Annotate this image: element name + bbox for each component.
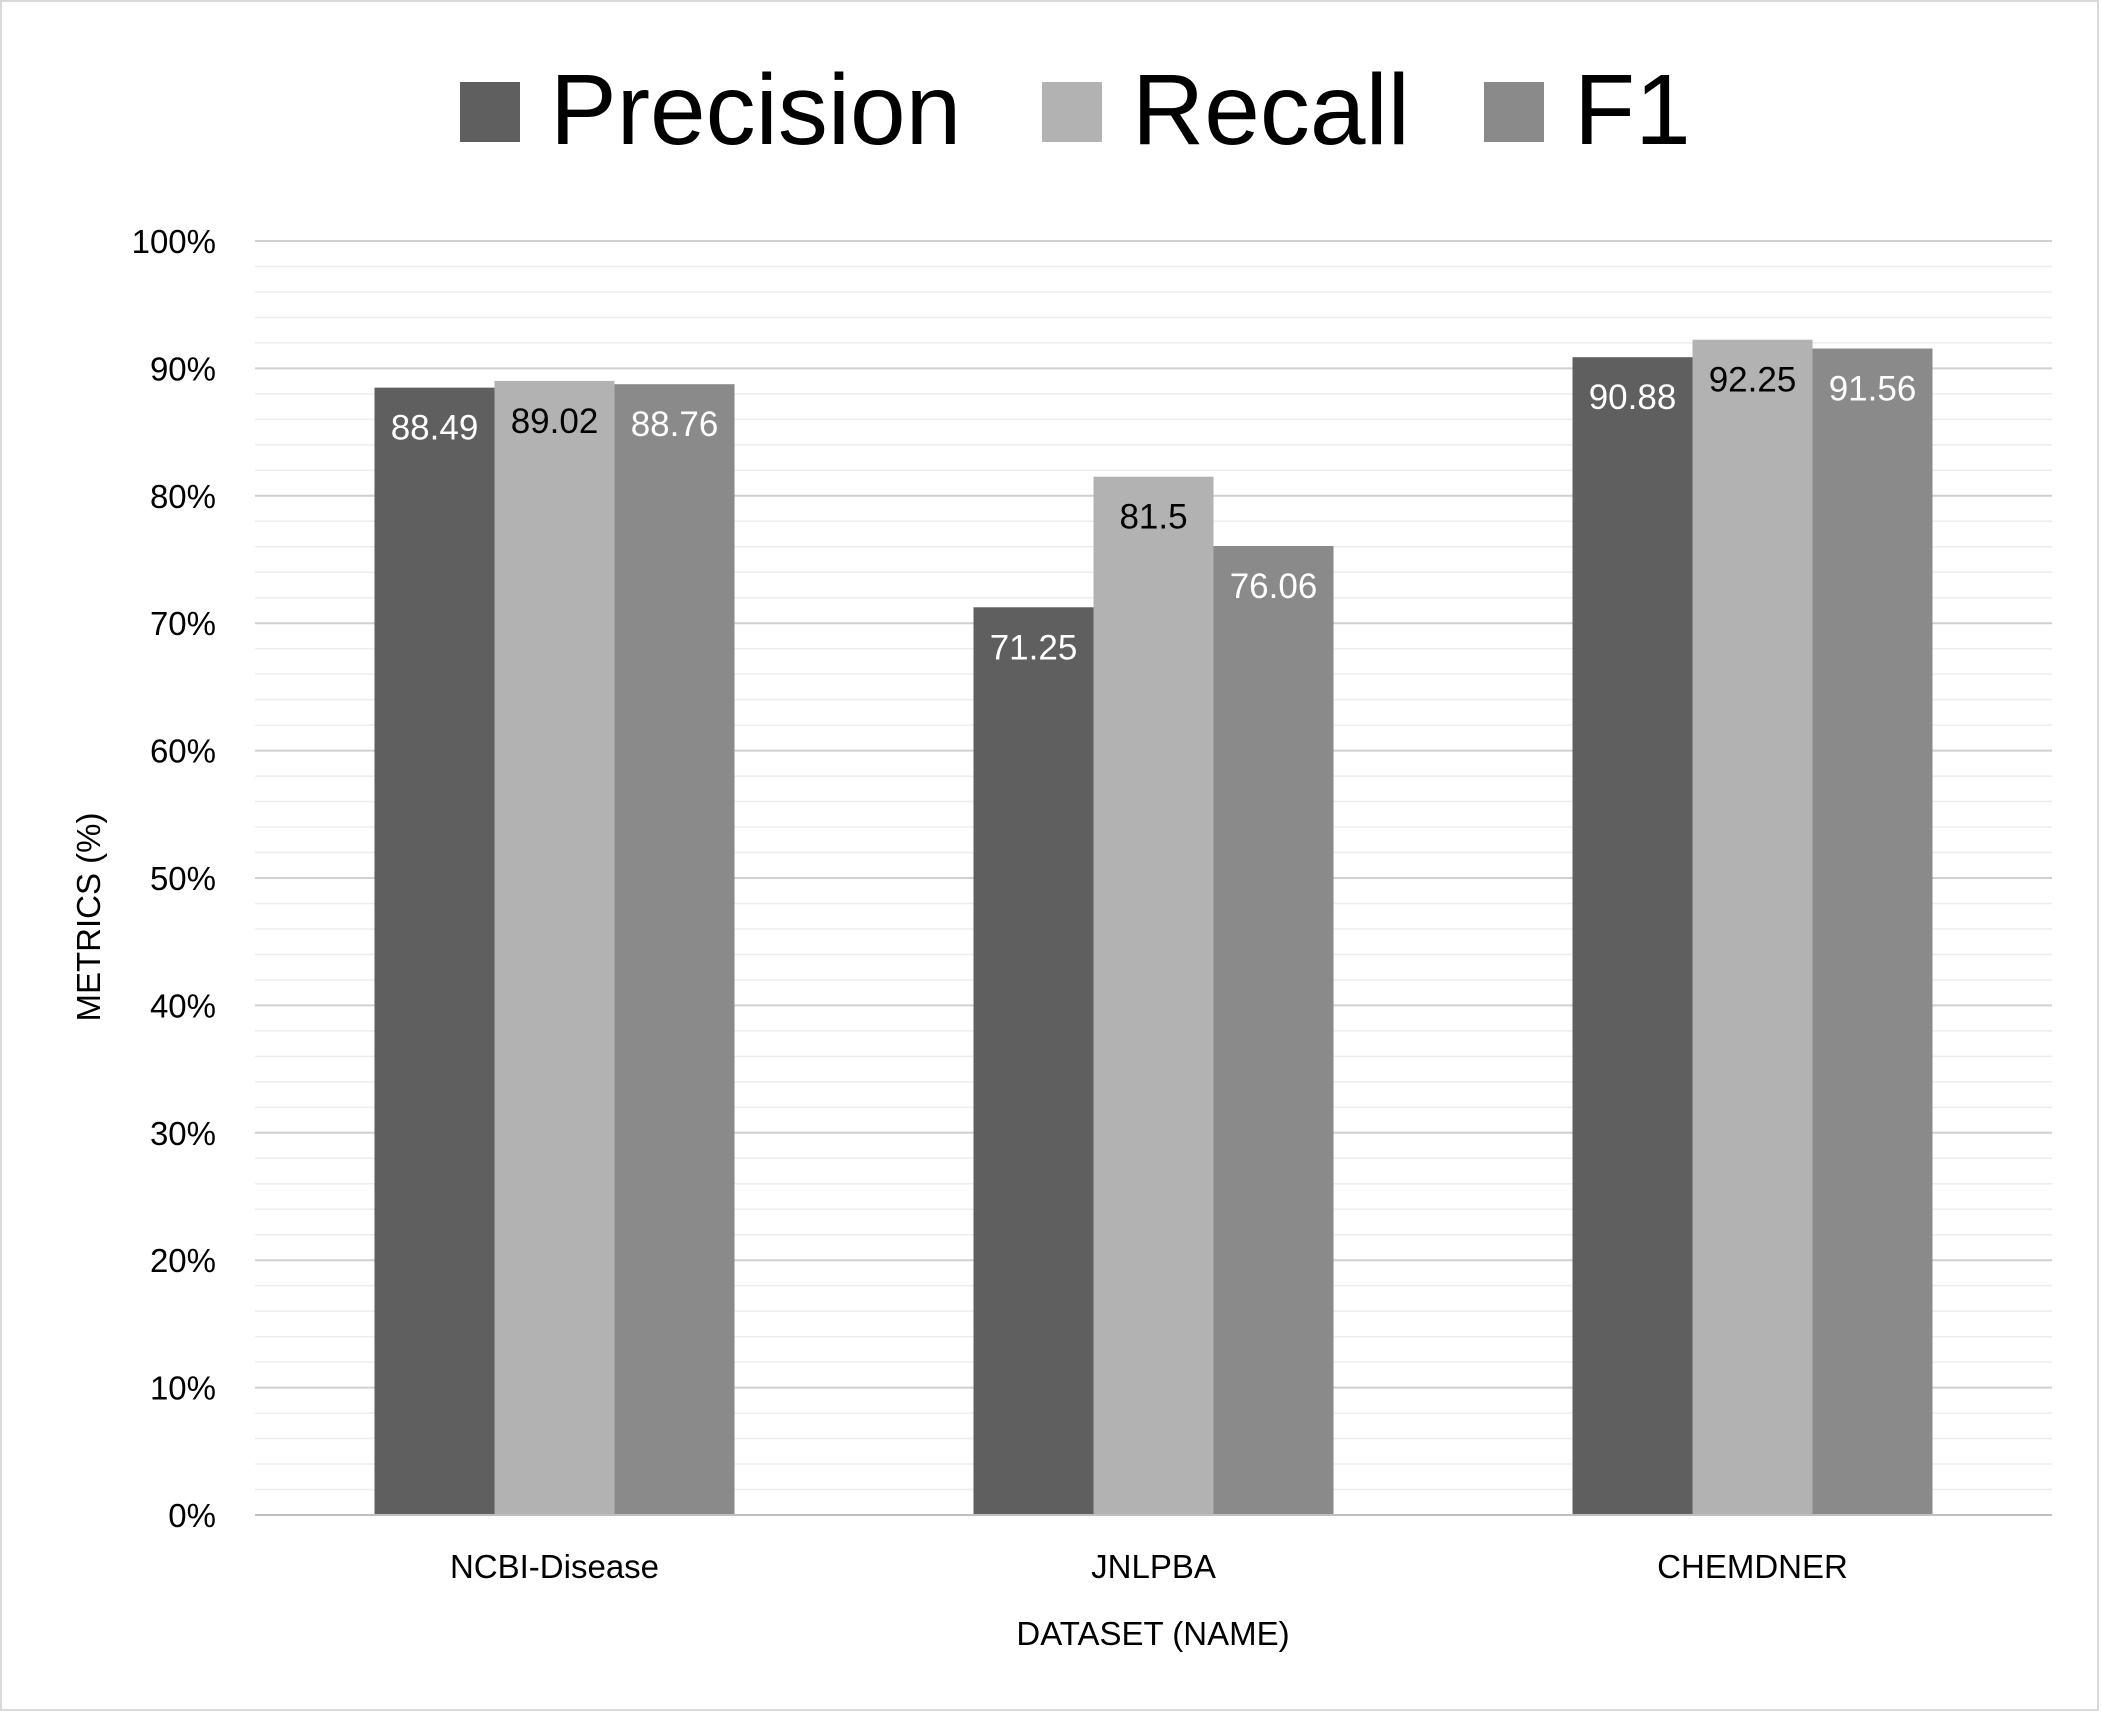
legend-swatch [1042,82,1102,142]
y-tick-label: 60% [150,733,216,770]
bar-recall-chemdner[interactable] [1692,339,1813,1515]
legend-swatch [1484,82,1544,142]
bar-precision-chemdner[interactable] [1572,357,1693,1515]
legend-item-precision[interactable]: Precision [460,54,961,166]
x-category-label: NCBI-Disease [450,1548,659,1585]
data-label: 89.02 [511,402,599,441]
y-tick-label: 80% [150,478,216,515]
bar-f1-jnlpba[interactable] [1213,545,1334,1515]
y-tick-label: 100% [132,223,216,260]
bar-precision-jnlpba[interactable] [973,607,1094,1515]
data-label: 88.76 [631,405,719,444]
x-category-label: JNLPBA [1091,1548,1216,1585]
data-label: 88.49 [391,409,479,448]
legend-label: F1 [1574,54,1691,166]
data-label: 91.56 [1829,370,1917,409]
y-tick-label: 50% [150,860,216,897]
legend-label: Recall [1132,54,1410,166]
legend[interactable]: Precision Recall F1 [460,54,1691,166]
bar-f1-ncbi-disease[interactable] [614,384,735,1515]
x-axis-title: DATASET (NAME) [1016,1615,1289,1652]
data-labels: 88.49 89.02 88.76 71.25 81.5 76.06 90.88 92.25 9… [391,361,1917,668]
y-axis-title: METRICS (%) [70,813,107,1022]
data-label: 92.25 [1709,361,1797,400]
bar-precision-ncbi-disease[interactable] [374,387,495,1515]
y-tick-label: 70% [150,605,216,642]
data-label: 76.06 [1230,567,1318,606]
x-category-label: CHEMDNER [1657,1548,1848,1585]
axes: 0% 10% 20% 30% 40% 50% 60% 70% 80% 90% 100% NCBI-Di… [132,223,2052,1585]
legend-swatch [460,82,520,142]
y-tick-label: 90% [150,350,216,387]
legend-item-f1[interactable]: F1 [1484,54,1691,166]
bar-f1-chemdner[interactable] [1812,348,1933,1515]
legend-label: Precision [550,54,961,166]
legend-item-recall[interactable]: Recall [1042,54,1410,166]
data-label: 81.5 [1119,498,1187,537]
bar-recall-jnlpba[interactable] [1093,476,1214,1516]
y-tick-label: 40% [150,987,216,1024]
y-tick-label: 20% [150,1242,216,1279]
y-tick-label: 30% [150,1115,216,1152]
y-tick-label: 0% [168,1497,216,1534]
bars [374,339,1933,1516]
data-label: 71.25 [990,628,1078,667]
bar-recall-ncbi-disease[interactable] [494,380,615,1515]
y-tick-label: 10% [150,1370,216,1407]
data-label: 90.88 [1589,378,1677,417]
